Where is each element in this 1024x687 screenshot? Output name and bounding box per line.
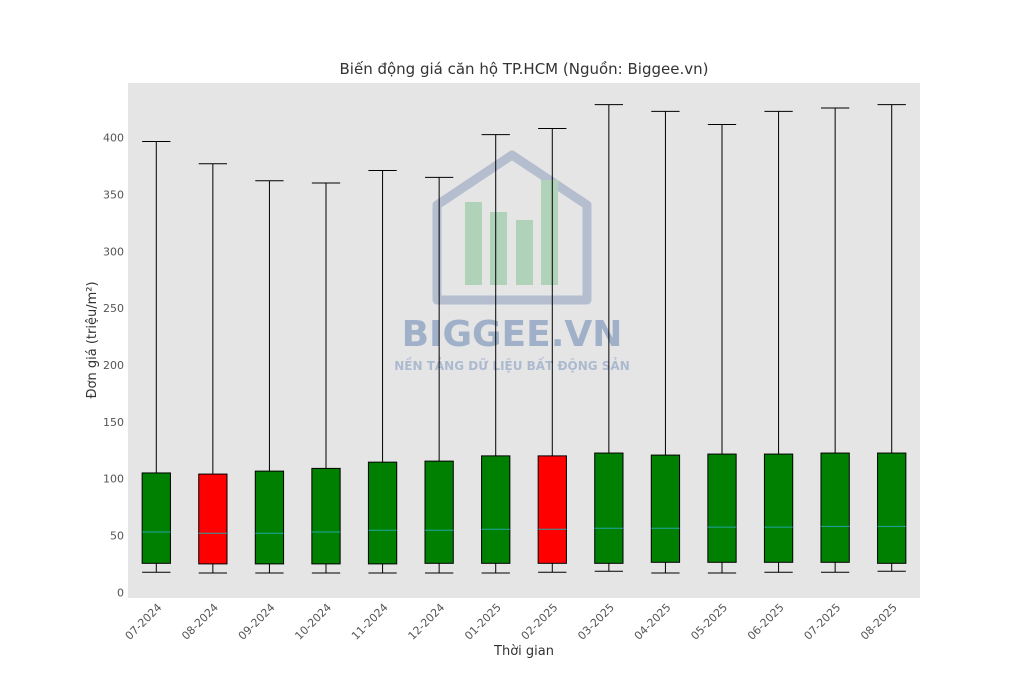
chart-title: Biến động giá căn hộ TP.HCM (Nguồn: Bigg…: [340, 60, 709, 78]
y-tick-label: 150: [103, 416, 124, 429]
x-axis-label: Thời gian: [493, 644, 554, 659]
box: [481, 455, 511, 564]
watermark-brand: BIGGEE.VN: [402, 314, 623, 355]
y-tick-label: 250: [103, 302, 124, 315]
y-tick-label: 200: [103, 359, 124, 372]
box: [877, 452, 907, 564]
box: [763, 453, 794, 563]
y-tick-label: 400: [103, 132, 124, 145]
y-axis-label: Đơn giá (triệu/m²): [85, 281, 100, 398]
y-tick-label: 300: [103, 245, 124, 258]
y-tick-label: 50: [110, 529, 124, 542]
box: [707, 453, 737, 563]
watermark-logo: [432, 150, 592, 305]
box: [594, 452, 624, 564]
box: [537, 455, 567, 564]
y-tick-label: 350: [103, 188, 124, 201]
box: [424, 460, 454, 564]
box: [254, 470, 285, 565]
y-tick-label: 0: [117, 586, 124, 599]
watermark-tagline: NỀN TẢNG DỮ LIỆU BẤT ĐỘNG SẢN: [394, 356, 630, 373]
box: [650, 454, 681, 563]
box: [141, 472, 171, 564]
box: [367, 461, 398, 565]
box: [311, 467, 341, 565]
box: [820, 452, 850, 563]
y-tick-label: 100: [103, 473, 124, 486]
box: [198, 473, 228, 565]
